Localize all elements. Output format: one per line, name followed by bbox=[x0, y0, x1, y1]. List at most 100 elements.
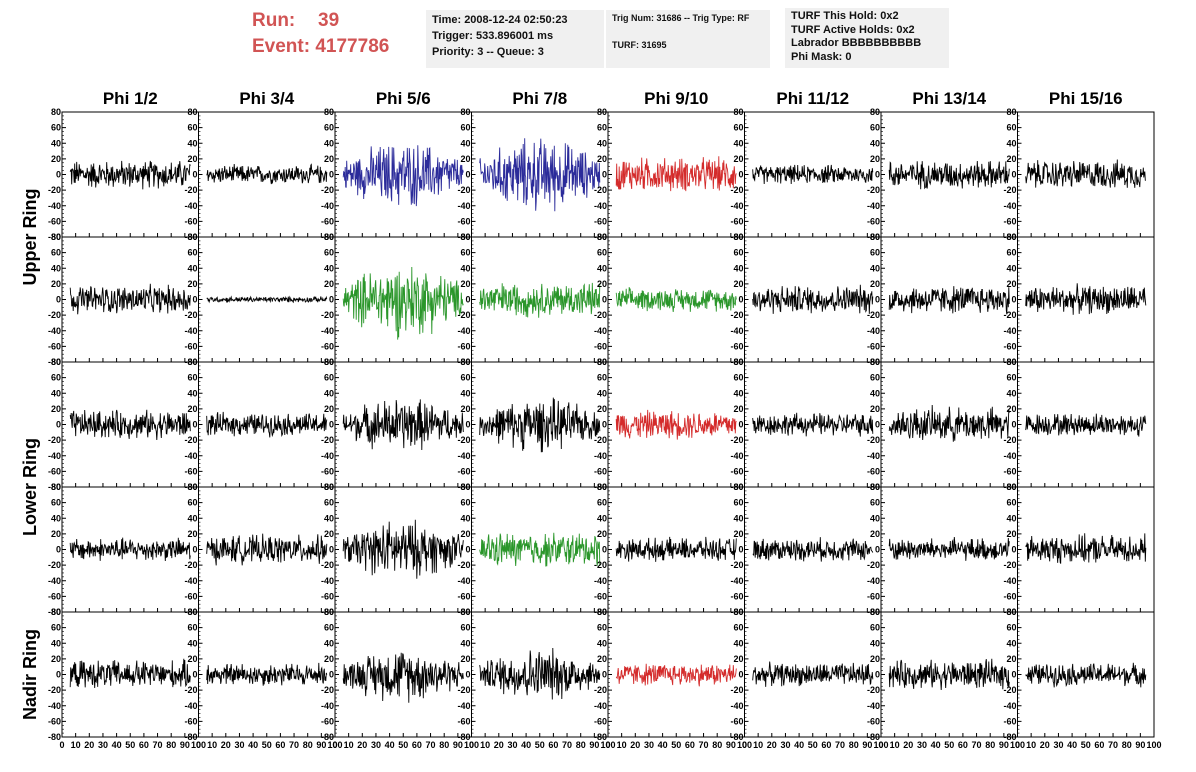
y-tick-label: 0 bbox=[192, 295, 197, 305]
y-tick-label: 40 bbox=[51, 513, 61, 523]
y-tick-label: 80 bbox=[324, 357, 334, 367]
y-tick-label: -80 bbox=[48, 232, 61, 242]
y-tick-label: 20 bbox=[187, 529, 197, 539]
row-group-label: Upper Ring bbox=[20, 189, 40, 286]
y-tick-label: -20 bbox=[457, 560, 470, 570]
y-tick-label: 40 bbox=[51, 638, 61, 648]
y-tick-label: 20 bbox=[733, 529, 743, 539]
y-tick-label: -60 bbox=[184, 591, 197, 601]
waveform-trace bbox=[342, 399, 464, 451]
y-tick-label: 0 bbox=[56, 420, 61, 430]
y-tick-label: 60 bbox=[51, 623, 61, 633]
x-tick-label: 70 bbox=[972, 740, 982, 750]
x-tick-label: 20 bbox=[357, 740, 367, 750]
x-tick-label: 100 bbox=[191, 740, 206, 750]
y-tick-label: -60 bbox=[867, 341, 880, 351]
y-tick-label: 80 bbox=[1006, 107, 1016, 117]
y-tick-label: 40 bbox=[1006, 138, 1016, 148]
y-tick-label: 40 bbox=[1006, 638, 1016, 648]
y-tick-label: 20 bbox=[597, 654, 607, 664]
waveform-trace bbox=[69, 160, 191, 190]
y-tick-label: 40 bbox=[870, 138, 880, 148]
y-tick-label: -60 bbox=[457, 216, 470, 226]
waveform-trace bbox=[1025, 159, 1146, 188]
y-tick-label: -60 bbox=[867, 216, 880, 226]
y-tick-label: 0 bbox=[738, 170, 743, 180]
y-tick-label: -40 bbox=[1003, 701, 1016, 711]
y-tick-label: -20 bbox=[457, 185, 470, 195]
y-tick-label: 60 bbox=[733, 498, 743, 508]
y-tick-label: 20 bbox=[51, 654, 61, 664]
x-tick-label: 10 bbox=[71, 740, 81, 750]
y-tick-label: 40 bbox=[51, 388, 61, 398]
y-tick-label: 0 bbox=[56, 170, 61, 180]
run-event-box: Run: 39 Event: 4177786 bbox=[252, 8, 389, 60]
y-tick-label: 60 bbox=[324, 123, 334, 133]
x-tick-label: 10 bbox=[344, 740, 354, 750]
y-tick-label: -20 bbox=[867, 435, 880, 445]
y-tick-label: 80 bbox=[597, 482, 607, 492]
y-tick-label: 40 bbox=[324, 638, 334, 648]
y-tick-label: 80 bbox=[51, 107, 61, 117]
y-tick-label: 60 bbox=[460, 623, 470, 633]
y-tick-label: -20 bbox=[48, 185, 61, 195]
y-tick-label: 60 bbox=[1006, 248, 1016, 258]
y-tick-label: 40 bbox=[460, 513, 470, 523]
y-tick-label: 40 bbox=[1006, 263, 1016, 273]
y-tick-label: 0 bbox=[192, 420, 197, 430]
waveform-trace bbox=[752, 164, 874, 185]
y-tick-label: 60 bbox=[870, 623, 880, 633]
turf-active-text: TURF Active Holds: 0x2 bbox=[791, 23, 915, 36]
y-tick-label: 20 bbox=[187, 279, 197, 289]
y-tick-label: 20 bbox=[324, 154, 334, 164]
x-tick-label: 40 bbox=[794, 740, 804, 750]
x-tick-label: 50 bbox=[125, 740, 135, 750]
column-title: Phi 15/16 bbox=[1049, 89, 1123, 108]
y-tick-label: 80 bbox=[187, 232, 197, 242]
y-tick-label: 60 bbox=[733, 373, 743, 383]
y-tick-label: 60 bbox=[324, 248, 334, 258]
x-tick-label: 70 bbox=[699, 740, 709, 750]
y-tick-label: 80 bbox=[870, 107, 880, 117]
y-tick-label: 20 bbox=[460, 154, 470, 164]
y-tick-label: 40 bbox=[597, 263, 607, 273]
y-tick-label: 0 bbox=[738, 295, 743, 305]
y-tick-label: 80 bbox=[733, 232, 743, 242]
y-tick-label: 80 bbox=[51, 607, 61, 617]
y-tick-label: -40 bbox=[184, 451, 197, 461]
x-tick-label: 10 bbox=[890, 740, 900, 750]
waveform-trace bbox=[615, 156, 737, 192]
y-tick-label: 20 bbox=[870, 154, 880, 164]
y-tick-label: -20 bbox=[321, 560, 334, 570]
x-tick-label: 20 bbox=[1040, 740, 1050, 750]
y-tick-label: -40 bbox=[867, 576, 880, 586]
waveform-trace bbox=[615, 536, 737, 562]
y-tick-label: 20 bbox=[1006, 154, 1016, 164]
y-tick-label: -60 bbox=[730, 716, 743, 726]
y-tick-label: -40 bbox=[730, 701, 743, 711]
y-tick-label: 40 bbox=[597, 638, 607, 648]
y-tick-label: 80 bbox=[1006, 607, 1016, 617]
y-tick-label: 40 bbox=[187, 638, 197, 648]
y-tick-label: 40 bbox=[597, 513, 607, 523]
x-tick-label: 30 bbox=[98, 740, 108, 750]
row-group-label: Nadir Ring bbox=[20, 629, 40, 720]
y-tick-label: -60 bbox=[594, 341, 607, 351]
x-tick-label: 20 bbox=[494, 740, 504, 750]
y-tick-label: 20 bbox=[1006, 404, 1016, 414]
row-group-label: Lower Ring bbox=[20, 438, 40, 536]
y-tick-label: -40 bbox=[867, 451, 880, 461]
y-tick-label: -20 bbox=[1003, 310, 1016, 320]
y-tick-label: -20 bbox=[321, 685, 334, 695]
x-tick-label: 90 bbox=[726, 740, 736, 750]
y-tick-label: -40 bbox=[867, 326, 880, 336]
x-tick-label: 0 bbox=[1015, 740, 1020, 750]
x-tick-label: 50 bbox=[671, 740, 681, 750]
x-tick-label: 70 bbox=[153, 740, 163, 750]
x-tick-label: 40 bbox=[658, 740, 668, 750]
y-tick-label: -20 bbox=[730, 560, 743, 570]
y-tick-label: 20 bbox=[870, 279, 880, 289]
y-tick-label: -20 bbox=[1003, 560, 1016, 570]
time-text: Time: 2008-12-24 02:50:23 bbox=[432, 14, 568, 26]
y-tick-label: 80 bbox=[187, 107, 197, 117]
